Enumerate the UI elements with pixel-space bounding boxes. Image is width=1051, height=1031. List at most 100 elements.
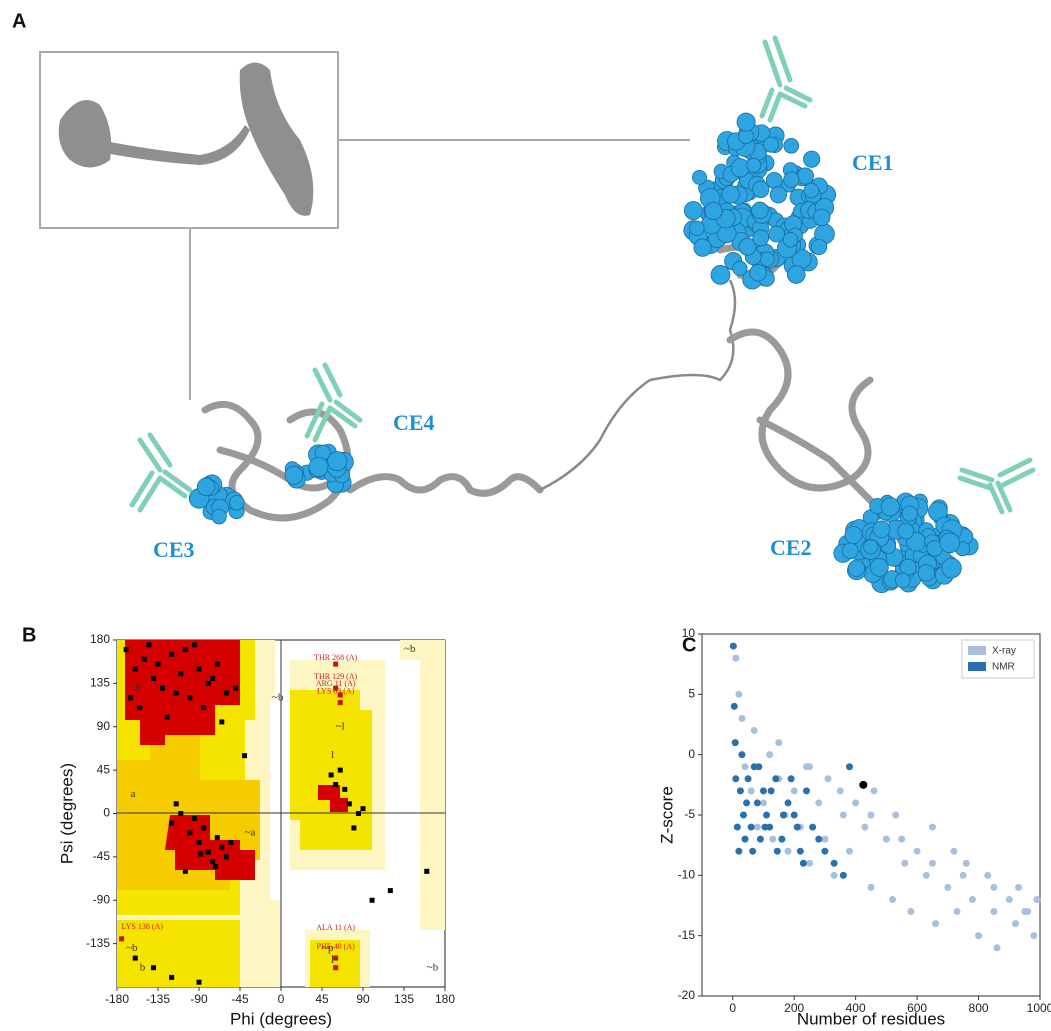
y-tick-label: -5 <box>684 807 695 821</box>
x-tick-label: 0 <box>729 1001 736 1015</box>
legend-box <box>961 639 1035 679</box>
sphere <box>803 150 821 168</box>
point <box>223 854 229 860</box>
point <box>191 815 197 821</box>
point <box>747 787 755 795</box>
sphere <box>308 456 329 478</box>
point <box>387 888 393 894</box>
inset-surface <box>58 62 314 216</box>
point <box>424 868 430 874</box>
sphere <box>752 229 770 247</box>
panel-label: B <box>22 624 36 646</box>
y-tick-label: 0 <box>103 806 110 820</box>
sphere <box>810 238 828 256</box>
point <box>984 871 992 879</box>
point <box>778 835 786 843</box>
point <box>351 825 357 831</box>
sphere <box>762 136 779 153</box>
y-tick-label: -20 <box>678 988 696 1002</box>
point <box>839 871 847 879</box>
point <box>741 835 749 843</box>
point <box>119 936 125 942</box>
region-label: a <box>131 788 136 800</box>
point <box>333 955 339 961</box>
point <box>741 763 749 771</box>
sphere <box>196 477 216 497</box>
point <box>761 823 769 831</box>
sphere <box>732 260 748 276</box>
sphere <box>847 559 866 577</box>
point <box>196 979 202 985</box>
residue-label: THR 129 (A) <box>314 672 357 681</box>
x-axis-label: Phi (degrees) <box>230 1009 332 1028</box>
point <box>128 695 134 701</box>
point <box>898 835 906 843</box>
point <box>769 835 777 843</box>
point <box>735 847 743 855</box>
point <box>852 799 860 807</box>
point <box>775 739 783 747</box>
point <box>953 908 961 916</box>
x-tick-label: 800 <box>969 1001 989 1015</box>
point <box>932 920 940 928</box>
point <box>806 763 814 771</box>
point <box>959 871 967 879</box>
sphere <box>692 169 707 185</box>
zscore-plot: 0 200 400 600 800 1000 10 5 0 -5 -10 -15 -20 Number o… <box>657 626 1051 1028</box>
point <box>913 847 921 855</box>
point <box>141 656 147 662</box>
point <box>205 680 211 686</box>
sphere <box>738 237 757 256</box>
y-tick-label: 0 <box>688 747 695 761</box>
point <box>759 799 767 807</box>
point <box>1033 895 1041 903</box>
region-label: ~b <box>427 961 439 973</box>
sphere <box>897 522 915 540</box>
region-label: b <box>140 961 146 973</box>
y-tick-label: 135 <box>90 676 110 690</box>
x-tick-label: 180 <box>435 992 455 1006</box>
point <box>123 647 129 653</box>
sphere <box>689 220 705 237</box>
point <box>802 787 810 795</box>
epitope-label: CE1 <box>852 150 894 175</box>
point <box>799 859 807 867</box>
sphere <box>704 201 723 221</box>
point <box>796 847 804 855</box>
point <box>360 806 366 812</box>
sphere <box>721 185 740 204</box>
point <box>729 642 737 650</box>
point <box>333 685 339 691</box>
residue-label: THR 268 (A) <box>314 653 357 662</box>
sphere <box>752 180 770 198</box>
sphere <box>803 182 820 199</box>
point <box>892 811 900 819</box>
point <box>743 799 751 807</box>
x-tick-label: 200 <box>784 1001 804 1015</box>
y-axis-label: Z-score <box>657 786 676 844</box>
point <box>824 775 832 783</box>
point <box>845 763 853 771</box>
epitope-label: CE3 <box>153 537 195 562</box>
point <box>790 811 798 819</box>
y-tick-label: -45 <box>93 849 111 863</box>
y-tick-label: 180 <box>90 632 110 646</box>
point <box>146 642 152 648</box>
y-tick-label: 45 <box>97 762 111 776</box>
point <box>214 661 220 667</box>
point <box>735 690 743 698</box>
epitope-label: CE2 <box>770 535 812 560</box>
point <box>779 811 787 819</box>
sphere <box>749 264 767 282</box>
point <box>739 811 747 819</box>
point <box>755 763 763 771</box>
point <box>962 859 970 867</box>
point <box>160 685 166 691</box>
point <box>968 895 976 903</box>
sphere <box>710 265 731 285</box>
y-tick-label: -15 <box>678 928 696 942</box>
y-axis-label: Psi (degrees) <box>57 763 76 864</box>
sphere <box>941 557 962 579</box>
point <box>928 823 936 831</box>
point <box>821 847 829 855</box>
